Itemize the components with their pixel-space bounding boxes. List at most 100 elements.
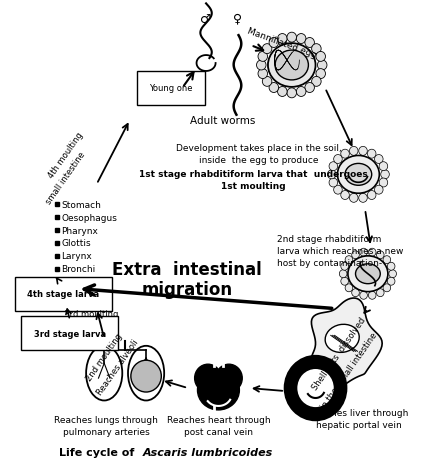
Text: Shell gets  dissolved: Shell gets dissolved [311,316,368,391]
Text: Development takes place in the soil,: Development takes place in the soil, [175,144,341,153]
Circle shape [369,249,376,257]
Circle shape [312,77,321,87]
Text: 2nd moulting: 2nd moulting [84,331,124,382]
Circle shape [341,191,349,200]
Circle shape [383,256,391,264]
Circle shape [312,44,321,55]
Circle shape [359,147,367,156]
Circle shape [215,364,242,392]
Circle shape [367,150,376,159]
Circle shape [381,170,389,180]
Ellipse shape [338,156,379,194]
Text: larva which reachnes a new: larva which reachnes a new [277,247,404,256]
Circle shape [269,83,279,93]
Text: Larynx: Larynx [61,252,92,261]
Circle shape [305,38,314,48]
Circle shape [369,292,376,300]
Text: 4th stage larva: 4th stage larva [27,289,99,299]
Text: Glottis: Glottis [61,239,91,248]
Circle shape [339,270,347,278]
Text: 2nd stage rhabditiform: 2nd stage rhabditiform [277,235,382,244]
Circle shape [327,170,336,180]
Circle shape [360,292,367,300]
Text: 3rd moulting: 3rd moulting [58,309,118,319]
Circle shape [269,38,279,48]
Circle shape [296,88,306,97]
Circle shape [316,69,326,79]
Ellipse shape [128,346,164,400]
Ellipse shape [275,51,308,81]
Circle shape [258,52,267,62]
Text: Extra  intestinal: Extra intestinal [112,260,262,278]
Circle shape [341,263,348,271]
Text: pulmonary arteries: pulmonary arteries [63,427,150,436]
Text: Life cycle of: Life cycle of [58,447,138,457]
Circle shape [257,61,266,71]
Circle shape [367,191,376,200]
Text: ♂: ♂ [200,13,212,26]
Circle shape [297,369,335,408]
Circle shape [350,194,358,203]
Text: Stomach: Stomach [61,200,101,209]
Circle shape [278,34,287,44]
Ellipse shape [348,257,388,292]
Circle shape [285,357,346,420]
Text: 4th moulting: 4th moulting [47,131,85,180]
Text: Reaches heart through: Reaches heart through [167,415,270,425]
Circle shape [375,186,383,195]
Circle shape [375,155,383,164]
Circle shape [352,289,359,297]
Circle shape [278,88,287,97]
Text: small intestine: small intestine [45,150,88,206]
Circle shape [345,256,353,264]
Text: inside  the egg to produce: inside the egg to produce [199,156,318,164]
Circle shape [345,284,353,292]
Polygon shape [311,298,382,389]
Text: Pharynx: Pharynx [61,226,98,235]
Ellipse shape [86,346,122,400]
Circle shape [296,34,306,44]
Circle shape [329,163,338,171]
Circle shape [258,69,267,79]
Circle shape [262,44,272,55]
Circle shape [359,194,367,203]
Text: Mannillated egg: Mannillated egg [246,26,318,60]
Circle shape [317,61,327,71]
Circle shape [195,364,221,392]
Text: 1st moulting: 1st moulting [221,181,286,190]
Text: migration: migration [141,280,233,298]
Text: 3rd stage larva: 3rd stage larva [34,329,106,338]
Text: hepatic portal vein: hepatic portal vein [316,420,401,429]
Ellipse shape [268,44,316,88]
Ellipse shape [197,370,240,410]
Circle shape [131,360,161,392]
Circle shape [383,284,391,292]
Text: Reaches alveoli: Reaches alveoli [95,337,140,396]
Text: host by contamination-: host by contamination- [277,259,383,268]
Circle shape [262,77,272,87]
Circle shape [377,289,384,297]
Circle shape [305,83,314,93]
Circle shape [341,278,348,286]
Circle shape [287,89,297,99]
Circle shape [387,263,395,271]
Circle shape [341,150,349,159]
Text: in the  small intestine: in the small intestine [319,331,379,410]
Ellipse shape [325,325,359,353]
Circle shape [389,270,396,278]
Circle shape [360,249,367,257]
Circle shape [379,163,388,171]
Text: Reaches lungs through: Reaches lungs through [54,415,158,425]
Circle shape [334,186,342,195]
Text: ♀: ♀ [233,13,242,26]
Ellipse shape [356,264,380,284]
Text: post canal vein: post canal vein [184,427,253,436]
Text: Ascaris lumbricoides: Ascaris lumbricoides [142,447,273,457]
Circle shape [350,147,358,156]
Circle shape [352,251,359,259]
Text: 1st stage rhabditiform larva that  undergoes: 1st stage rhabditiform larva that underg… [139,169,368,178]
Text: Young one: Young one [149,84,193,93]
Text: Adult worms: Adult worms [190,115,255,125]
Ellipse shape [345,164,372,186]
Text: Reaches liver through: Reaches liver through [309,408,408,418]
